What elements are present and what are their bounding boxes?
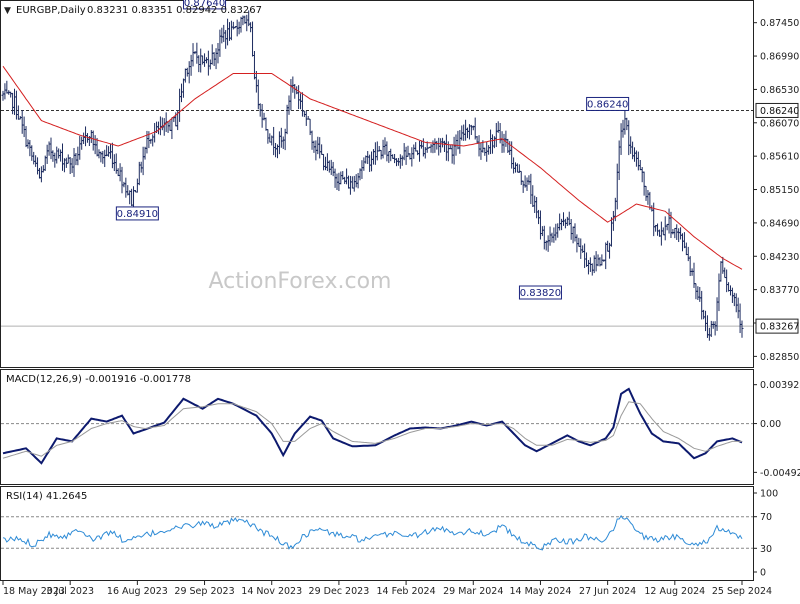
macd-axis-tick-label: 0.00 [760,419,781,430]
rsi-axis-tick-label: 30 [760,544,772,555]
rsi-panel [0,486,754,581]
price-axis-tick-label: 0.86070 [760,118,799,129]
price-axis-tick-label: 0.86990 [760,52,799,63]
current-price-tag-label: 0.83267 [760,322,799,333]
time-axis-tick-label: 29 Dec 2023 [309,586,370,597]
macd-signal-line [2,401,742,459]
time-axis-tick-label: 14 May 2024 [509,586,571,597]
time-axis-tick-label: 27 Jun 2024 [579,586,636,597]
macd-line [2,387,743,465]
macd-panel [0,369,754,485]
macd-axis-tick-label: -0.004929 [760,468,800,479]
price-annotation-label: 0.84910 [117,209,158,220]
current-price-tag [755,318,799,334]
price-annotation-label: 0.86240 [587,99,628,110]
chart-header-ohlc: 0.83231 0.83351 0.82942 0.83267 [87,5,262,16]
price-axis-tick-label: 0.86530 [760,85,799,96]
time-axis-tick-label: 18 May 2023 [3,586,65,597]
price-axis-tick-label: 0.87450 [760,18,799,29]
resistance-price-tag-label: 0.86240 [760,106,799,117]
dropdown-arrow-icon[interactable]: ▼ [4,6,11,16]
time-axis-tick-label: 12 Aug 2024 [644,586,705,597]
rsi-axis-tick-label: 70 [760,512,772,523]
macd-title: MACD(12,26,9) -0.001916 -0.001778 [6,374,191,385]
resistance-price-tag [755,102,799,118]
macd-lines [1,387,753,465]
time-axis-tick-label: 14 Feb 2024 [377,586,436,597]
price-annotation-box [115,206,159,221]
rsi-line [2,514,743,551]
watermark: ActionForex.com [209,269,392,294]
chart-header-symbol: EURGBP,Daily [16,5,86,16]
macd-axis-tick-label: 0.003928 [760,380,800,391]
price-axis-tick-label: 0.84230 [760,252,799,263]
time-axis-tick-label: 25 Sep 2024 [712,586,772,597]
moving-average-line [2,65,743,270]
time-axis-tick-label: 3 Jul 2023 [46,586,94,597]
price-moving-average [2,65,743,270]
rsi-axis: 100 70 30 0 [753,489,778,579]
price-annotations: 0.87640 0.84910 0.86240 0.83820 [115,0,630,300]
rsi-axis-tick-label: 0 [760,568,766,579]
time-axis-tick-label: 29 Mar 2024 [443,586,503,597]
time-axis-tick-label: 16 Aug 2023 [107,586,168,597]
price-axis-tick-label: 0.83770 [760,285,799,296]
price-axis-tick-label: 0.85610 [760,152,799,163]
price-annotation-label: 0.87640 [184,0,225,9]
time-axis-tick-label: 14 Nov 2023 [241,586,302,597]
price-annotation-box [586,96,630,111]
price-annotation-box [518,285,562,300]
price-axis-tick-label: 0.85150 [760,185,799,196]
rsi-title: RSI(14) 41.2645 [6,491,87,502]
time-axis-tick-label: 29 Sep 2023 [174,586,234,597]
price-bars [1,10,744,341]
price-axis-tick-label: 0.82850 [760,352,799,363]
price-panel [0,0,754,368]
price-axis-tick-label: 0.84690 [760,218,799,229]
macd-axis: 0.003928 0.00 -0.004929 [753,380,800,479]
price-annotation-label: 0.83820 [520,288,561,299]
rsi-lines [1,514,753,551]
rsi-axis-tick-label: 100 [760,489,778,500]
price-annotation-box [183,0,227,10]
price-axis: 0.87450 0.86990 0.86530 0.86070 0.85610 0.851… [753,18,799,363]
